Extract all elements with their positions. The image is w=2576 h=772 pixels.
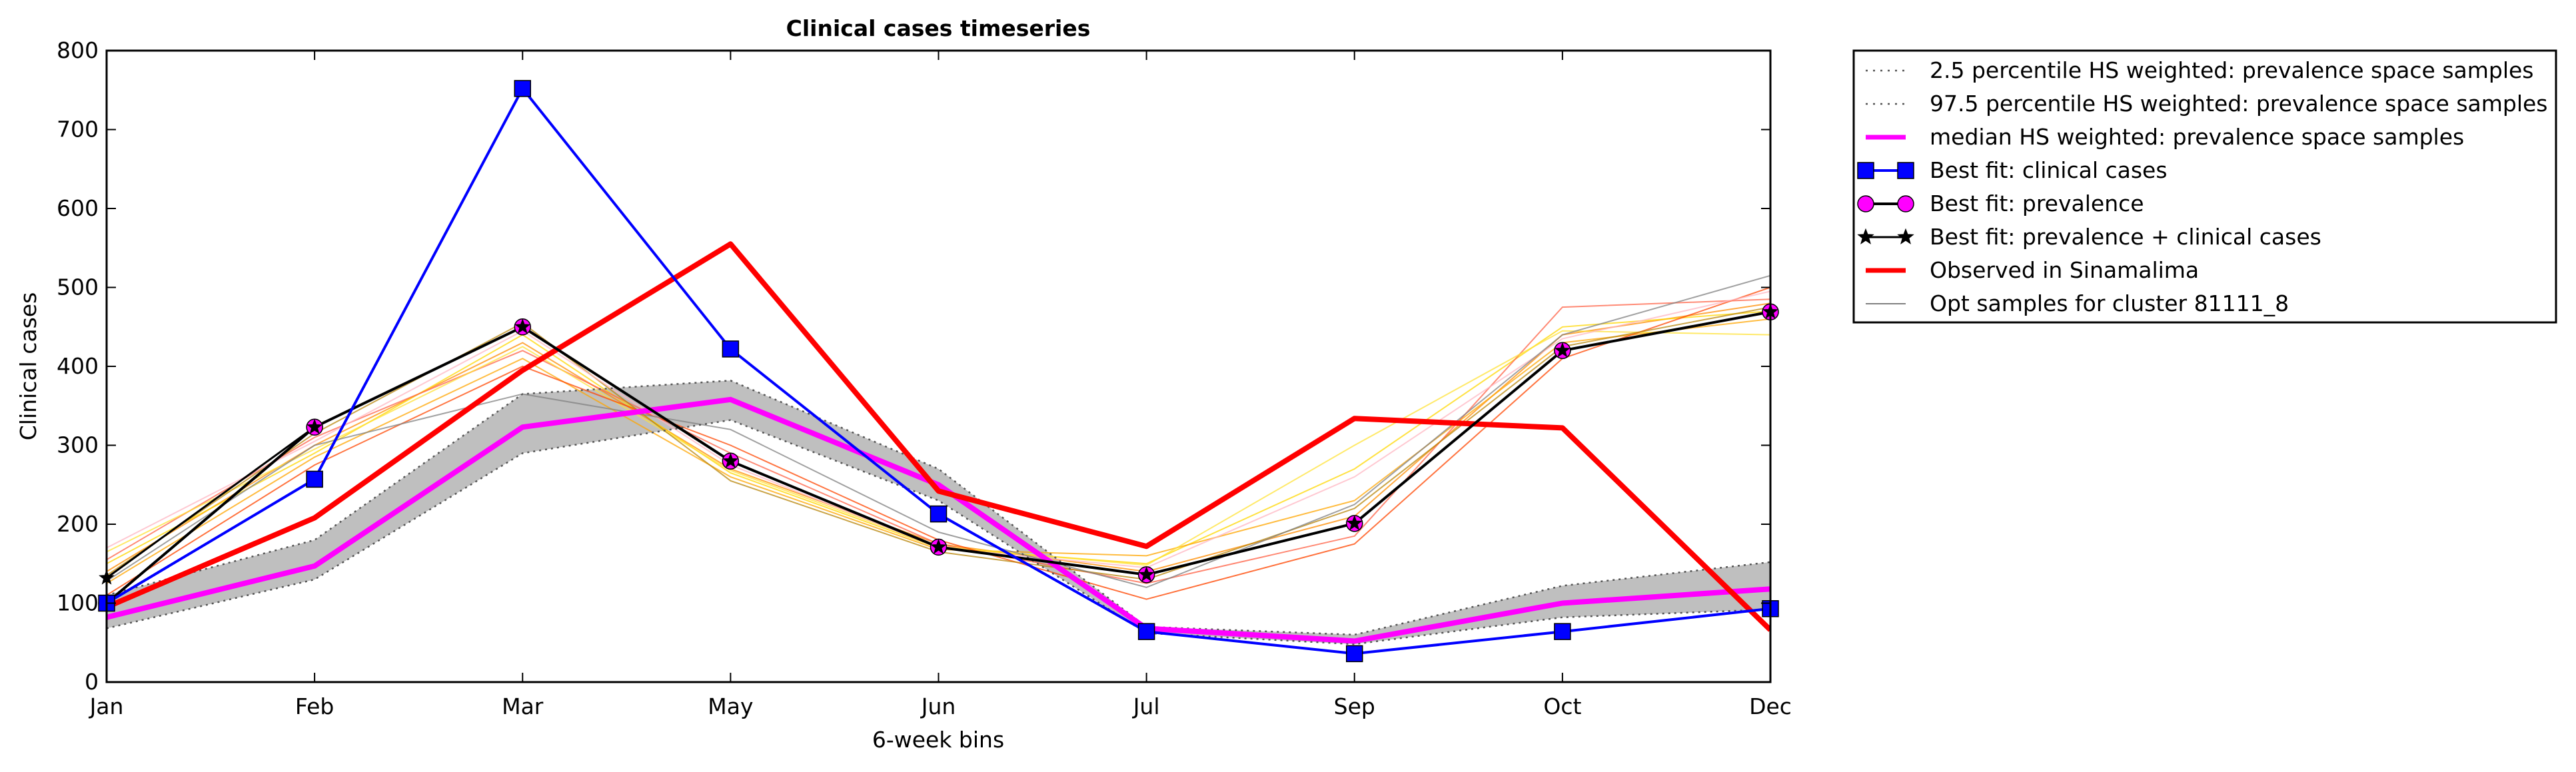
legend-item: Opt samples for cluster 81111_8 [1866,290,2289,316]
clinical-marker [722,340,740,358]
combined-marker [1555,342,1571,358]
markers-layer [98,80,1779,663]
clinical-marker [306,470,323,488]
legend-circle-marker [1857,195,1874,212]
y-axis: 0 100 200 300 400 500 600 700 800 [57,37,1770,695]
x-tick-label: Dec [1749,693,1792,719]
legend-label: Opt samples for cluster 81111_8 [1930,290,2289,316]
legend-circle-marker [1897,195,1914,212]
observed-line [107,241,1770,632]
legend-item: Best fit: prevalence + clinical cases [1857,224,2321,250]
clinical-marker [1137,623,1155,640]
legend-square-marker [1897,162,1914,179]
legend-frame [1852,49,2557,324]
opt-sample-line [107,274,1770,588]
x-tick-label: Jan [89,693,124,719]
y-tick-label: 0 [85,669,99,695]
median-line [107,396,1770,644]
combined-marker [514,318,531,334]
combined-marker [307,418,322,434]
y-tick-label: 200 [57,511,99,537]
clinical-marker [1346,645,1363,663]
legend-star-marker [1897,228,1914,244]
legend-item: Best fit: prevalence [1857,191,2144,216]
legend-item: 97.5 percentile HS weighted: prevalence … [1866,91,2548,117]
plot-area [98,80,1779,663]
y-axis-title: Clinical cases [15,292,41,441]
legend-item: 2.5 percentile HS weighted: prevalence s… [1866,57,2534,83]
combined-marker [930,538,947,554]
y-tick-label: 500 [57,274,99,300]
chart-title: Clinical cases timeseries [786,15,1091,41]
clinical-marker [514,80,531,97]
legend: 2.5 percentile HS weighted: prevalence s… [1852,49,2557,324]
y-tick-label: 100 [57,590,99,616]
y-tick-label: 600 [57,195,99,221]
legend-label: 2.5 percentile HS weighted: prevalence s… [1930,57,2534,83]
y-tick-label: 800 [57,37,99,63]
legend-label: Best fit: prevalence + clinical cases [1930,224,2321,250]
x-tick-label: May [708,693,753,719]
y-tick-label: 700 [57,117,99,143]
combined-marker [1138,566,1155,581]
legend-label: 97.5 percentile HS weighted: prevalence … [1930,91,2548,117]
x-tick-label: Sep [1334,693,1375,719]
clinical-marker [1554,623,1571,640]
clinical-marker [930,505,948,523]
percentile-2-5-line [107,419,1770,645]
legend-label: Observed in Sinamalima [1930,257,2199,283]
combined-marker [722,452,739,468]
x-tick-label: Jul [1132,693,1160,719]
x-tick-label: Oct [1543,693,1581,719]
x-tick-label: Mar [502,693,544,719]
legend-item: median HS weighted: prevalence space sam… [1866,124,2464,150]
legend-label: Best fit: prevalence [1930,191,2144,216]
combined-marker [1346,515,1363,530]
legend-item: Best fit: clinical cases [1857,157,2168,183]
x-tick-label: Jun [920,693,956,719]
y-tick-label: 300 [57,432,99,458]
percentile-band-layer [107,380,1770,645]
legend-square-marker [1857,162,1874,179]
legend-label: median HS weighted: prevalence space sam… [1930,124,2464,150]
legend-item: Observed in Sinamalima [1866,257,2199,283]
x-tick-label: Feb [295,693,334,719]
percentile-band [107,380,1770,645]
percentile-97-5-line [107,380,1770,636]
y-tick-label: 400 [57,353,99,379]
x-axis-title: 6-week bins [872,727,1004,753]
x-axis: Jan Feb Mar May Jun Jul Sep Oct Dec [89,51,1792,719]
legend-label: Best fit: clinical cases [1930,157,2168,183]
legend-star-marker [1857,228,1874,244]
